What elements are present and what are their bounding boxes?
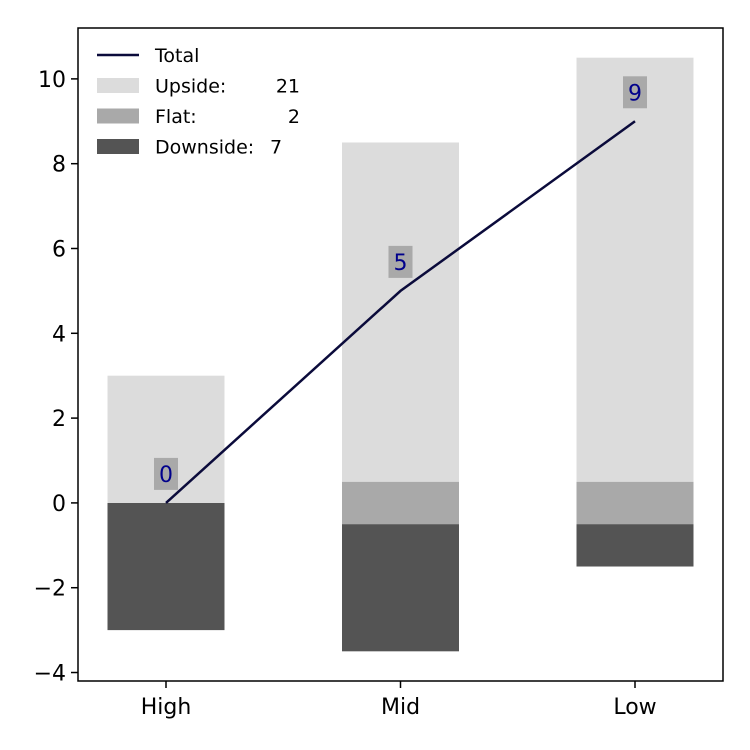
- legend-label-downside: Downside:: [155, 137, 254, 159]
- data-labels-layer: 0 5 9: [154, 76, 647, 490]
- bar-upside-mid: [342, 142, 459, 482]
- legend-count-flat: 2: [288, 106, 300, 128]
- data-label-high: 0: [159, 463, 173, 488]
- legend-swatch-upside: [97, 78, 139, 93]
- data-label-mid: 5: [394, 251, 408, 276]
- legend-count-downside: 7: [270, 137, 282, 159]
- line-layer: [165, 120, 636, 504]
- x-tick-label-high: High: [141, 695, 192, 720]
- bars-layer: [107, 57, 694, 652]
- data-label-box-mid: [388, 245, 413, 278]
- x-tick-label-low: Low: [613, 695, 656, 720]
- bar-downside-mid: [342, 524, 459, 652]
- data-label-box-high: [154, 457, 178, 490]
- legend-swatch-flat: [97, 108, 139, 124]
- y-tick-label: −2: [34, 577, 66, 602]
- bar-downside-high: [107, 502, 225, 631]
- y-tick-label: 4: [52, 322, 66, 347]
- bar-flat-mid: [342, 481, 459, 525]
- y-tick-label: 10: [38, 68, 66, 93]
- bar-downside-low: [576, 524, 694, 567]
- bar-upside-low: [576, 57, 694, 482]
- data-label-low: 9: [628, 81, 642, 106]
- x-axis: High Mid Low: [141, 681, 657, 720]
- legend-label-upside: Upside:: [155, 76, 226, 98]
- legend-count-upside: 21: [276, 76, 300, 98]
- y-tick-label: −4: [34, 662, 66, 687]
- y-axis: −4 −2 0 2 4 6 8 10: [34, 68, 78, 687]
- y-tick-label: 6: [52, 237, 66, 262]
- y-tick-label: 8: [52, 153, 66, 178]
- legend-label-flat: Flat:: [155, 106, 197, 128]
- y-tick-label: 2: [52, 407, 66, 432]
- y-tick-label: 0: [52, 492, 66, 517]
- legend-swatch-downside: [97, 139, 139, 154]
- legend: Total Upside: 21 Flat: 2 Downside: 7: [97, 45, 300, 159]
- total-line: [165, 120, 636, 504]
- legend-label-total: Total: [154, 45, 199, 67]
- x-tick-label-mid: Mid: [381, 695, 420, 720]
- data-label-box-low: [623, 76, 647, 109]
- bar-flat-low: [576, 481, 694, 525]
